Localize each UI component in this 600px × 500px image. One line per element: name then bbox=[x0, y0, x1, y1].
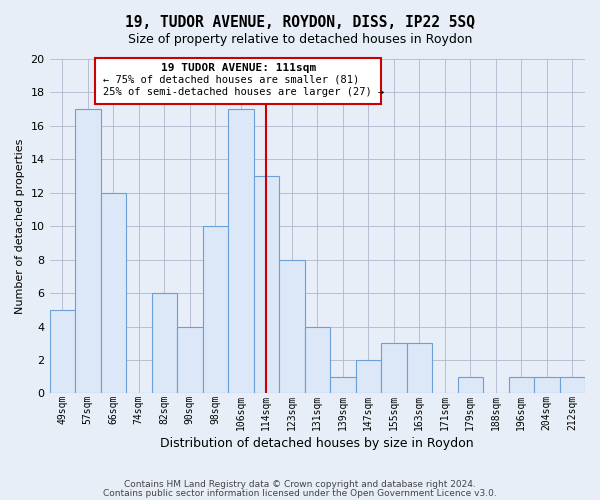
Bar bbox=[279, 260, 305, 394]
Bar bbox=[407, 344, 432, 394]
X-axis label: Distribution of detached houses by size in Roydon: Distribution of detached houses by size … bbox=[160, 437, 474, 450]
Bar bbox=[228, 109, 254, 394]
Text: 19, TUDOR AVENUE, ROYDON, DISS, IP22 5SQ: 19, TUDOR AVENUE, ROYDON, DISS, IP22 5SQ bbox=[125, 15, 475, 30]
Bar bbox=[381, 344, 407, 394]
Bar bbox=[509, 376, 534, 394]
Bar bbox=[254, 176, 279, 394]
Bar bbox=[75, 109, 101, 394]
Text: ← 75% of detached houses are smaller (81): ← 75% of detached houses are smaller (81… bbox=[103, 74, 359, 84]
Bar bbox=[50, 310, 75, 394]
Bar bbox=[356, 360, 381, 394]
Bar bbox=[152, 293, 177, 394]
Y-axis label: Number of detached properties: Number of detached properties bbox=[15, 138, 25, 314]
Text: 19 TUDOR AVENUE: 111sqm: 19 TUDOR AVENUE: 111sqm bbox=[161, 63, 316, 73]
Text: Contains public sector information licensed under the Open Government Licence v3: Contains public sector information licen… bbox=[103, 488, 497, 498]
Bar bbox=[177, 326, 203, 394]
FancyBboxPatch shape bbox=[95, 58, 381, 104]
Text: Size of property relative to detached houses in Roydon: Size of property relative to detached ho… bbox=[128, 32, 472, 46]
Bar bbox=[203, 226, 228, 394]
Bar bbox=[534, 376, 560, 394]
Text: Contains HM Land Registry data © Crown copyright and database right 2024.: Contains HM Land Registry data © Crown c… bbox=[124, 480, 476, 489]
Bar bbox=[305, 326, 330, 394]
Bar bbox=[101, 193, 126, 394]
Text: 25% of semi-detached houses are larger (27) →: 25% of semi-detached houses are larger (… bbox=[103, 86, 385, 97]
Bar bbox=[458, 376, 483, 394]
Bar bbox=[330, 376, 356, 394]
Bar bbox=[560, 376, 585, 394]
